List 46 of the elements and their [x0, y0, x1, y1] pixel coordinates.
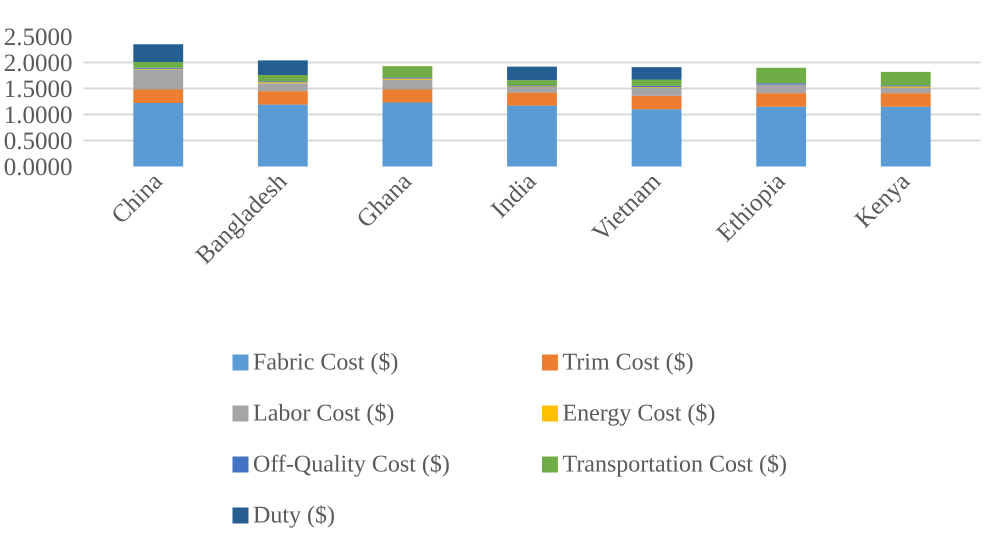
bar [258, 60, 308, 75]
bar [632, 67, 682, 80]
bar [133, 103, 184, 166]
y-tick-label: 0.5000 [4, 128, 72, 155]
bar [756, 84, 806, 94]
legend-label: Labor Cost ($) [253, 400, 394, 426]
legend-label: Trim Cost ($) [562, 350, 694, 376]
y-tick-label: 2.0000 [4, 50, 72, 77]
bar [258, 83, 308, 92]
bar [258, 104, 308, 166]
legend-label: Transportation Cost ($) [562, 452, 787, 478]
bar [507, 92, 557, 106]
bar [880, 87, 931, 94]
y-tick-label: 2.5000 [4, 24, 72, 51]
legend-label: Off-Quality Cost ($) [253, 452, 450, 478]
bar [382, 66, 432, 78]
bar [880, 93, 931, 107]
x-tick-label: India [486, 168, 542, 224]
y-tick-label: 1.5000 [4, 76, 72, 103]
bar [880, 106, 931, 166]
bar [133, 62, 184, 68]
bar [632, 109, 682, 166]
bar [382, 80, 432, 90]
bar [382, 90, 432, 103]
bar [507, 80, 557, 86]
bar [258, 74, 308, 82]
legend-label: Duty ($) [253, 502, 336, 528]
bar [632, 96, 682, 110]
bar [507, 106, 557, 166]
bar [756, 93, 806, 107]
bar [133, 69, 184, 90]
bar [382, 102, 432, 166]
legend-label: Energy Cost ($) [562, 400, 716, 426]
bar [258, 91, 308, 105]
bar [507, 86, 557, 93]
bar [756, 106, 806, 166]
bar [632, 87, 682, 96]
bar [133, 90, 184, 104]
legend-label: Fabric Cost ($) [253, 350, 398, 376]
bar [133, 44, 184, 62]
bar [756, 68, 806, 84]
y-tick-label: 0.0000 [4, 154, 72, 181]
y-tick-label: 1.0000 [4, 102, 72, 129]
bar [632, 80, 682, 86]
bar [507, 66, 557, 80]
bar [880, 72, 931, 86]
